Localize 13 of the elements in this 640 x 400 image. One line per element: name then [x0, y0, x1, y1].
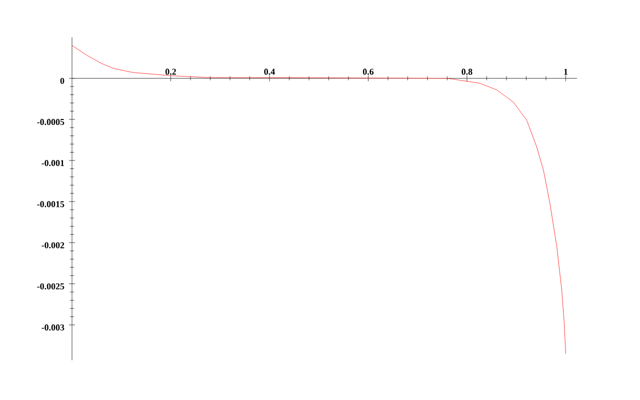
y-tick-label: -0.001	[42, 160, 64, 166]
y-tick-label: -0.003	[42, 324, 64, 331]
x-tick-label: 0.6	[362, 68, 374, 75]
x-tick-label: 0.8	[462, 68, 472, 75]
y-tick-label: -0.0005	[37, 118, 64, 126]
y-tick-label: 0	[60, 78, 64, 84]
x-tick-label: 0.4	[264, 68, 275, 75]
x-tick-label: 0.2	[165, 68, 176, 75]
x-tick-label: 1	[564, 68, 568, 75]
line-series	[72, 45, 566, 354]
y-tick-label: -0.0015	[37, 201, 64, 208]
y-tick-label: -0.0025	[37, 283, 64, 290]
y-tick-label: -0.002	[42, 242, 64, 248]
